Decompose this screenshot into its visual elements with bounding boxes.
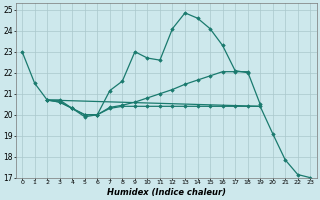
X-axis label: Humidex (Indice chaleur): Humidex (Indice chaleur) [107,188,226,197]
